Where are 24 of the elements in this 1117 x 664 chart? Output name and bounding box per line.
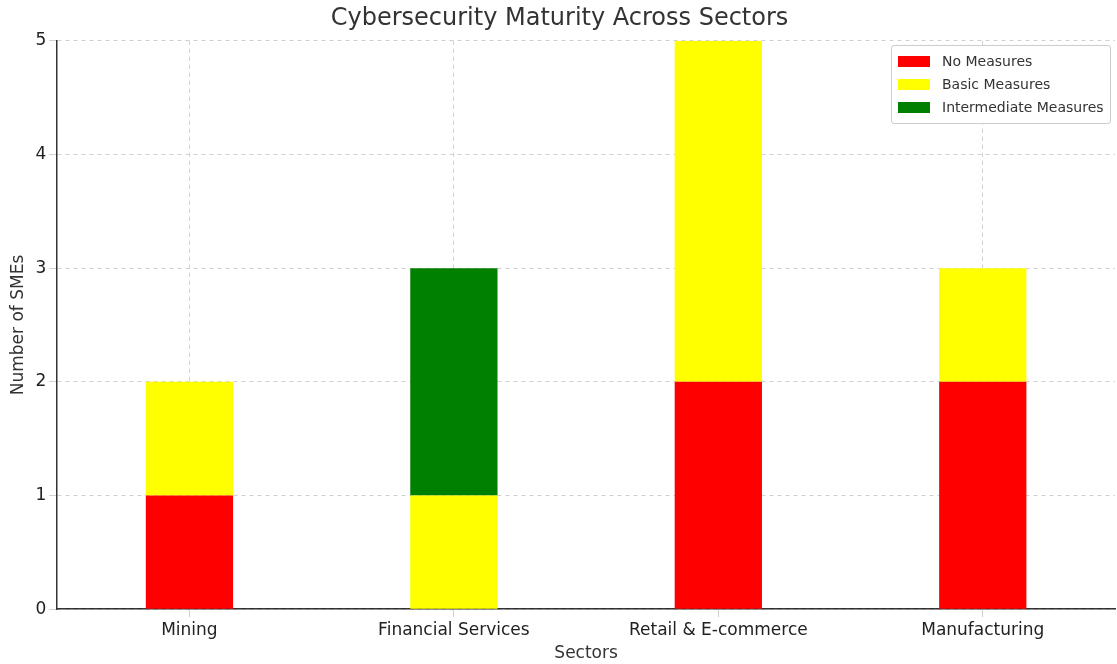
bar: [145, 495, 234, 609]
x-tick-label: Mining: [161, 618, 218, 639]
y-tick-label: 5: [35, 29, 47, 50]
y-axis-title: Number of SMEs: [6, 254, 27, 396]
x-tick-label: Financial Services: [378, 618, 530, 639]
bar: [674, 40, 762, 382]
x-tick-label: Manufacturing: [921, 618, 1045, 639]
bar: [939, 268, 1027, 382]
bar: [410, 268, 498, 496]
bar: [674, 381, 762, 609]
y-tick-label: 3: [35, 256, 47, 277]
x-tick-label: Retail & E-commerce: [628, 618, 808, 639]
legend-label: Basic Measures: [942, 76, 1051, 93]
y-tick-label: 1: [35, 483, 47, 504]
bar: [939, 381, 1027, 609]
y-tick-label: 0: [35, 597, 47, 618]
legend-label: No Measures: [942, 53, 1033, 70]
y-tick-label: 4: [35, 142, 47, 163]
y-tick-label: 2: [35, 370, 47, 391]
x-axis-title: Sectors: [554, 642, 618, 663]
bar: [145, 381, 234, 496]
bar: [410, 495, 498, 609]
legend-label: Intermediate Measures: [942, 99, 1104, 116]
chart-title: Cybersecurity Maturity Across Sectors: [330, 2, 789, 31]
